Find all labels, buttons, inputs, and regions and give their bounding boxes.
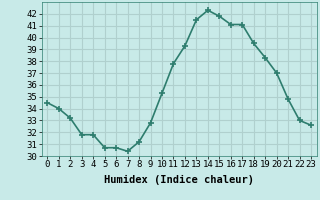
X-axis label: Humidex (Indice chaleur): Humidex (Indice chaleur) xyxy=(104,175,254,185)
